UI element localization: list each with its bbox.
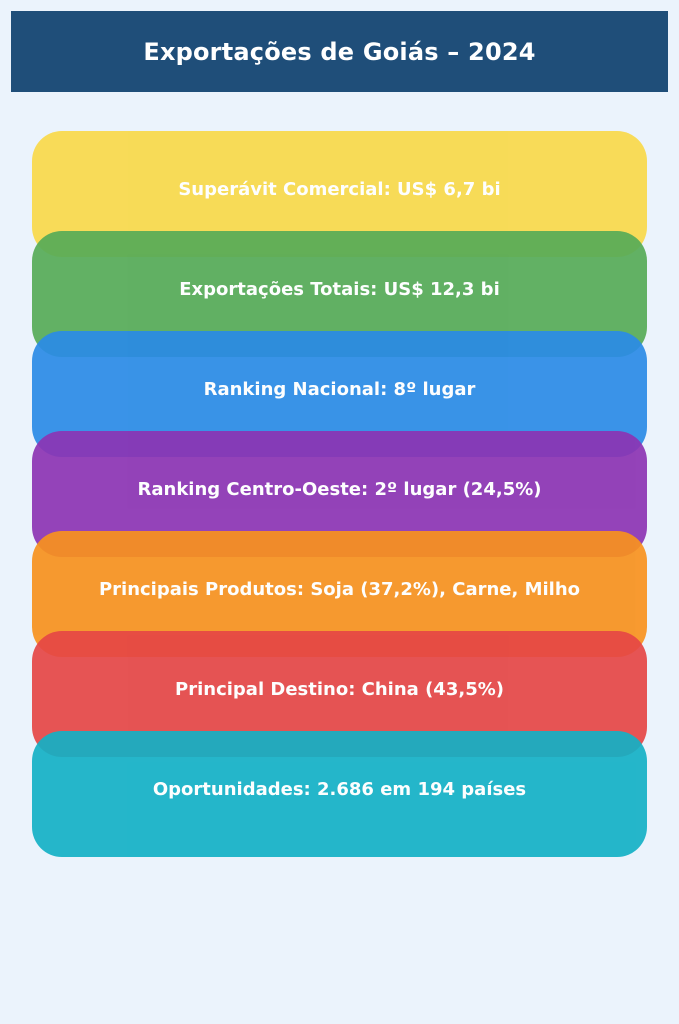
layer-main-products-label: Principais Produtos: Soja (37,2%), Carne… [98,578,581,600]
export-layer-stack: Superávit Comercial: US$ 6,7 bi Exportaç… [32,131,647,857]
layer-total-exports-label: Exportações Totais: US$ 12,3 bi [179,278,500,300]
page-header: Exportações de Goiás – 2024 [11,11,668,92]
layer-trade-surplus-label: Superávit Comercial: US$ 6,7 bi [178,178,501,200]
layer-midwest-ranking-label: Ranking Centro-Oeste: 2º lugar (24,5%) [137,478,542,500]
layer-main-destination-label: Principal Destino: China (43,5%) [175,678,504,700]
layer-national-ranking-label: Ranking Nacional: 8º lugar [203,378,476,400]
layer-opportunities: Oportunidades: 2.686 em 194 países [32,731,647,857]
page-title: Exportações de Goiás – 2024 [143,37,536,66]
layer-opportunities-label: Oportunidades: 2.686 em 194 países [152,778,527,800]
